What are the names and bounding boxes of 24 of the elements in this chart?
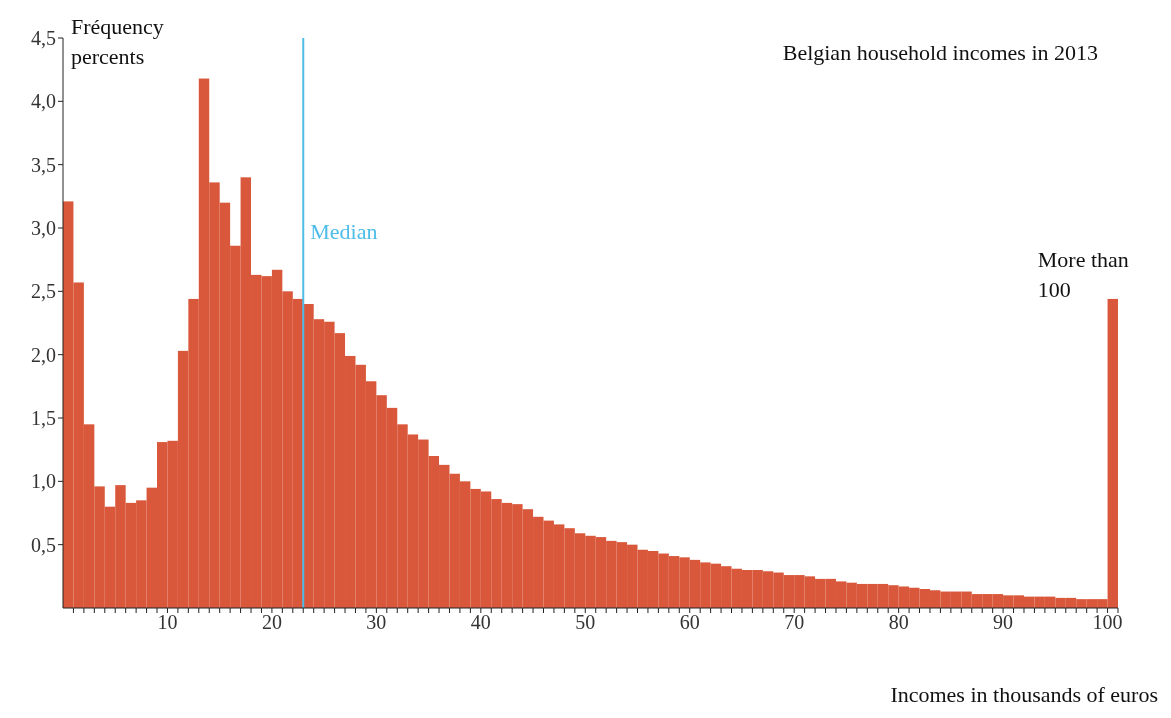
- x-tick-label: 70: [784, 611, 805, 634]
- y-tick-label: 3,5: [31, 153, 56, 176]
- ref-line-label: Median: [310, 218, 378, 244]
- chart-title: Belgian household incomes in 2013: [782, 40, 1098, 66]
- x-tick-label: 50: [575, 611, 596, 634]
- x-tick-label: 90: [993, 611, 1014, 634]
- x-tick-label: 10: [157, 611, 178, 634]
- annotation: More than 100: [1037, 246, 1130, 305]
- y-tick-label: 1,5: [31, 407, 56, 430]
- y-tick-label: 2,5: [31, 280, 56, 303]
- x-axis-title: Incomes in thousands of euros: [890, 682, 1158, 708]
- x-tick-label: 100: [1092, 611, 1123, 634]
- y-tick-label: 0,5: [31, 533, 56, 556]
- y-tick-label: 2,0: [31, 343, 56, 366]
- x-tick-label: 30: [366, 611, 387, 634]
- x-tick-label: 80: [888, 611, 909, 634]
- x-tick-label: 40: [470, 611, 491, 634]
- y-tick-label: 4,5: [31, 27, 56, 50]
- x-tick-label: 20: [261, 611, 282, 634]
- y-tick-label: 4,0: [31, 90, 56, 113]
- y-tick-label: 3,0: [31, 217, 56, 240]
- x-tick-label: 60: [679, 611, 700, 634]
- y-axis-title: Fréquency percents: [71, 13, 165, 71]
- y-tick-label: 1,0: [31, 470, 56, 493]
